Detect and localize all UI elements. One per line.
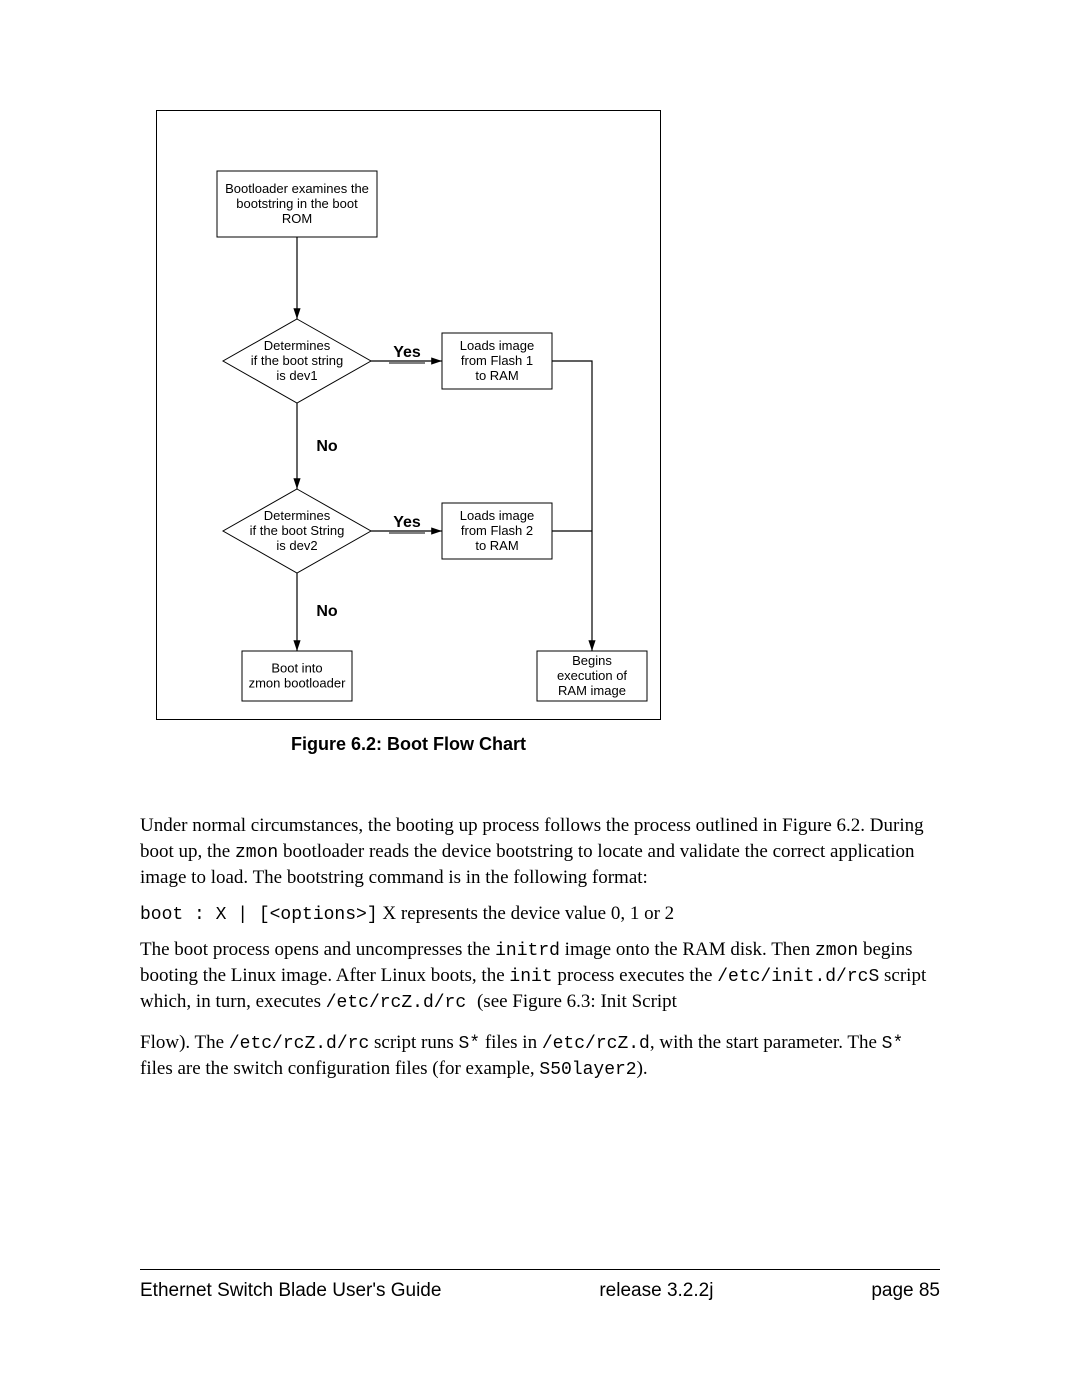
para3-b: script runs bbox=[369, 1032, 458, 1053]
para2-mono-rczrc: /etc/rcZ.d/rc bbox=[326, 993, 477, 1013]
svg-text:execution of: execution of bbox=[557, 668, 627, 683]
footer-left: Ethernet Switch Blade User's Guide bbox=[140, 1280, 441, 1302]
para2-mono-slash: / bbox=[717, 967, 728, 987]
svg-text:Bootloader examines the: Bootloader examines the bbox=[225, 181, 369, 196]
para2-f: (see Figure 6.3: Init Script bbox=[477, 991, 677, 1012]
svg-text:Boot into: Boot into bbox=[271, 661, 322, 676]
para2-mono-zmon: zmon bbox=[815, 941, 858, 961]
boot-command-line: boot : X | [<options>] X represents the … bbox=[140, 901, 940, 927]
footer-right: page 85 bbox=[871, 1280, 940, 1302]
svg-text:Yes: Yes bbox=[393, 344, 421, 361]
svg-text:No: No bbox=[316, 438, 338, 455]
flowchart-diagram: Bootloader examines thebootstring in the… bbox=[156, 110, 661, 720]
body-text: Under normal circumstances, the booting … bbox=[140, 813, 940, 1082]
svg-text:Determines: Determines bbox=[264, 338, 331, 353]
page-content: Bootloader examines thebootstring in the… bbox=[140, 110, 940, 1092]
para2-b: image onto the RAM disk. Then bbox=[560, 939, 815, 960]
svg-text:zmon bootloader: zmon bootloader bbox=[249, 676, 347, 691]
boot-command-tail: X represents the device value 0, 1 or 2 bbox=[378, 903, 675, 924]
figure-caption: Figure 6.2: Boot Flow Chart bbox=[140, 734, 677, 755]
svg-text:No: No bbox=[316, 603, 338, 620]
svg-text:to RAM: to RAM bbox=[475, 368, 518, 383]
para3-mono-sstar1: S* bbox=[458, 1034, 480, 1054]
svg-text:Begins: Begins bbox=[572, 653, 612, 668]
svg-text:RAM image: RAM image bbox=[558, 683, 626, 698]
svg-text:to RAM: to RAM bbox=[475, 538, 518, 553]
svg-text:if the boot String: if the boot String bbox=[250, 523, 345, 538]
paragraph-2: The boot process opens and uncompresses … bbox=[140, 937, 940, 1016]
para3-c: files in bbox=[480, 1032, 542, 1053]
para2-mono-initrd: initrd bbox=[495, 941, 560, 961]
svg-text:is dev1: is dev1 bbox=[276, 368, 317, 383]
svg-text:is dev2: is dev2 bbox=[276, 538, 317, 553]
para3-e: files are the switch configuration files… bbox=[140, 1058, 539, 1079]
svg-text:Loads image: Loads image bbox=[460, 338, 534, 353]
svg-text:Loads image: Loads image bbox=[460, 508, 534, 523]
svg-text:Determines: Determines bbox=[264, 508, 331, 523]
svg-text:ROM: ROM bbox=[282, 211, 312, 226]
boot-command-mono: boot : X | [<options>] bbox=[140, 905, 378, 925]
para3-mono-rczrc: /etc/rcZ.d/rc bbox=[229, 1034, 369, 1054]
svg-text:from Flash 2: from Flash 2 bbox=[461, 523, 533, 538]
para2-mono-init: init bbox=[509, 967, 552, 987]
paragraph-1: Under normal circumstances, the booting … bbox=[140, 813, 940, 891]
para3-mono-sstar2: S* bbox=[882, 1034, 904, 1054]
svg-text:bootstring in the boot: bootstring in the boot bbox=[236, 196, 358, 211]
para2-a: The boot process opens and uncompresses … bbox=[140, 939, 495, 960]
para3-mono-s50layer2: S50layer2 bbox=[539, 1060, 636, 1080]
para3-f: ). bbox=[637, 1058, 648, 1079]
para3-a: Flow). The bbox=[140, 1032, 229, 1053]
para2-d: process executes the bbox=[553, 965, 718, 986]
svg-text:Yes: Yes bbox=[393, 514, 421, 531]
page-footer: Ethernet Switch Blade User's Guide relea… bbox=[140, 1269, 940, 1302]
para3-d: , with the start parameter. The bbox=[650, 1032, 882, 1053]
flowchart-svg: Bootloader examines thebootstring in the… bbox=[157, 111, 660, 719]
para1-mono-zmon: zmon bbox=[235, 843, 278, 863]
para3-mono-rczd: /etc/rcZ.d bbox=[542, 1034, 650, 1054]
svg-text:from Flash 1: from Flash 1 bbox=[461, 353, 533, 368]
paragraph-3: Flow). The /etc/rcZ.d/rc script runs S* … bbox=[140, 1030, 940, 1083]
footer-mid: release 3.2.2j bbox=[599, 1280, 713, 1302]
svg-text:if the boot string: if the boot string bbox=[251, 353, 344, 368]
para2-mono-rcs: etc/init.d/rcS bbox=[728, 967, 879, 987]
